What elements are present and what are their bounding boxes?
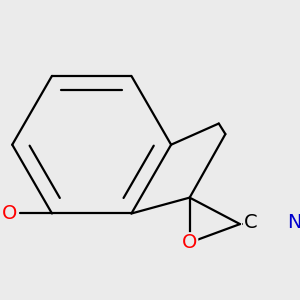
- Text: O: O: [2, 204, 17, 223]
- Text: O: O: [182, 233, 197, 252]
- Text: C: C: [244, 213, 257, 232]
- Text: N: N: [287, 213, 300, 232]
